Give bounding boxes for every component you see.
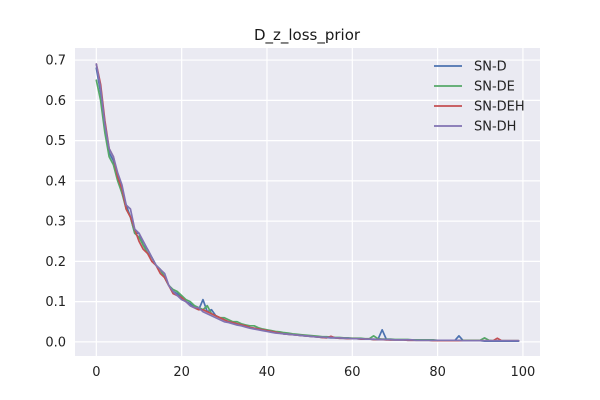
y-tick-label: 0.0 [45,335,66,350]
y-tick-label: 0.6 [45,94,66,109]
legend-label-sn-d: SN-D [474,60,507,75]
series-layer [95,63,520,342]
y-tick-label: 0.3 [45,215,66,230]
y-tick-label: 0.7 [45,54,66,69]
x-tick-label: 0 [92,365,100,380]
legend-label-sn-de: SN-DE [474,80,515,95]
legend: SN-D SN-DE SN-DEH SN-DH [434,60,525,135]
y-tick-label: 0.4 [45,174,66,189]
legend-label-sn-deh: SN-DEH [474,100,525,115]
x-tick-label: 40 [259,365,276,380]
x-tick-label: 20 [173,365,190,380]
x-tick-label: 100 [511,365,536,380]
plot-area [75,48,540,356]
y-tick-label: 0.5 [45,134,66,149]
x-tick-label: 80 [429,365,446,380]
y-tick-label: 0.1 [45,295,66,310]
y-tick-label: 0.2 [45,255,66,270]
tick-labels: 0 20 40 60 80 100 0.0 0.1 0.2 0.3 0.4 0.5 0.6 0.7 [45,54,535,380]
x-tick-label: 60 [344,365,361,380]
series-line-sn-dh [95,63,520,342]
chart-title: D_z_loss_prior [254,26,361,45]
legend-label-sn-dh: SN-DH [474,120,516,135]
